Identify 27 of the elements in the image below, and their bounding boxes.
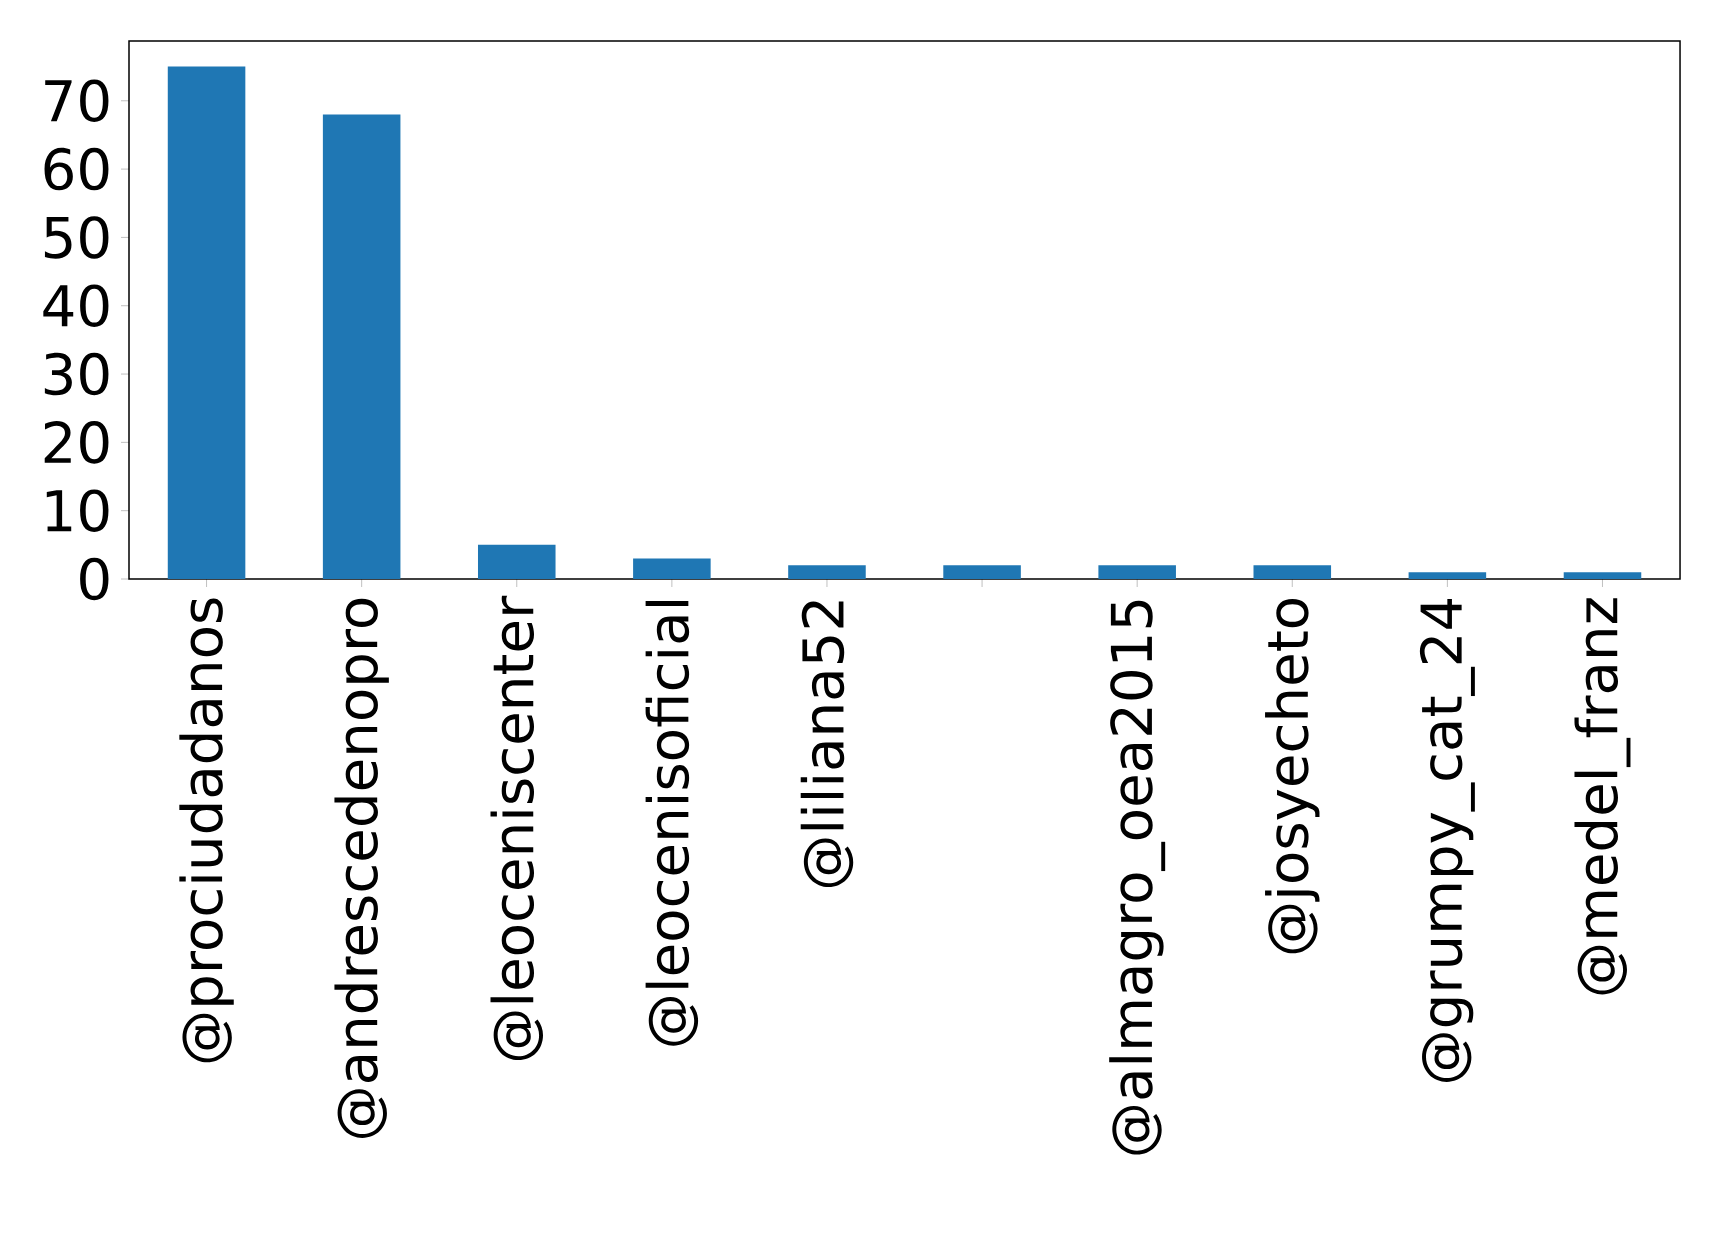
y-tick-label: 30 [44,352,109,396]
x-tick-label: @grumpy_cat_24 [1419,598,1475,1082]
y-tick-label: 10 [46,489,109,532]
bar [477,544,556,580]
x-tick-label: @prociudadanos [179,598,234,1063]
y-tick-label: 20 [44,421,109,464]
bar [943,565,1021,580]
bar [322,114,401,580]
y-tick-label: 0 [80,557,109,601]
bar [1253,565,1332,580]
x-tick-label: @almagro_oea2015 [1109,600,1166,1155]
x-tick-label: @leoceniscenter [490,595,544,1061]
bar [167,66,246,580]
bar [633,558,711,580]
x-tick-label: @josyecheto [1265,598,1320,954]
bar [1408,572,1487,580]
x-tick-label: @medel_franz [1574,598,1631,995]
x-tick-label: @liliana52 [800,601,854,888]
y-tick-label: 60 [44,147,109,191]
y-tick-label: 40 [43,284,109,327]
x-tick-label: @andrescedenopro [334,598,389,1138]
bar [1098,565,1176,580]
x-tick-label: @leocenisoficial [645,601,699,1046]
y-tick-label: 50 [44,216,109,259]
bar [1563,572,1642,580]
bar [788,565,866,580]
y-tick-label: 70 [45,79,109,123]
